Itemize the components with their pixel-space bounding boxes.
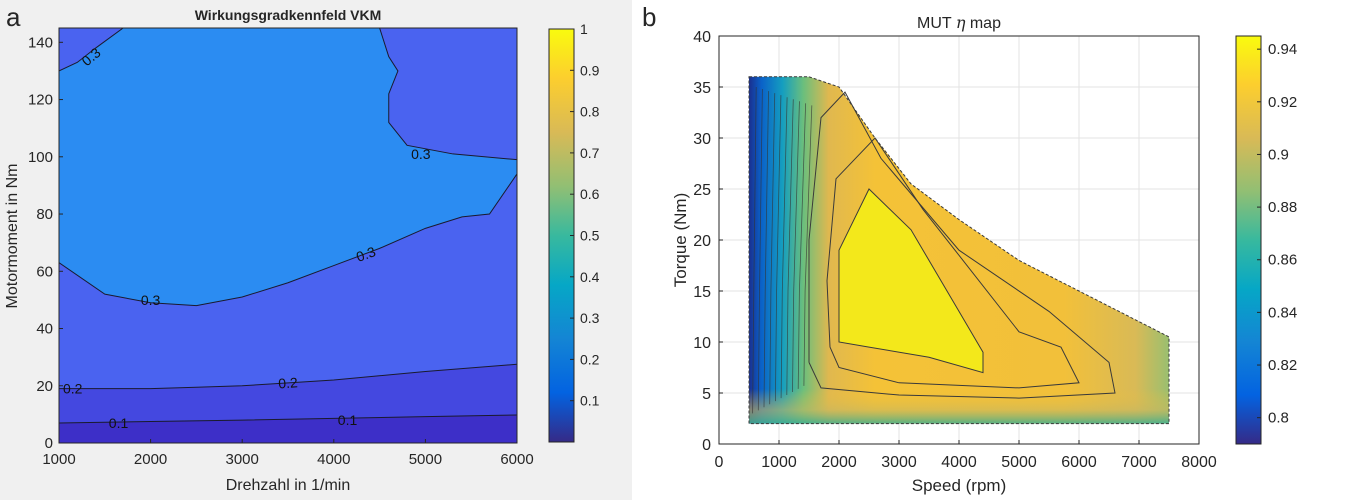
chart-a-contour-label: 0.2 bbox=[63, 381, 83, 397]
chart-b-contour-line-low-speed bbox=[786, 99, 794, 396]
chart-b-ytick-label: 35 bbox=[693, 80, 711, 97]
chart-a-title: Wirkungsgradkennfeld VKM bbox=[195, 7, 382, 23]
chart-b-contour-line-low-speed bbox=[757, 89, 763, 411]
chart-a-contour-label: 0.1 bbox=[109, 415, 129, 431]
chart-a-ytick-label: 0 bbox=[45, 435, 53, 452]
chart-a-xlabel: Drehzahl in 1/min bbox=[226, 477, 351, 494]
chart-a-contour-label: 0.2 bbox=[278, 374, 299, 391]
panel-b-label: b bbox=[642, 2, 656, 32]
chart-b-contour-line-low-speed bbox=[780, 97, 788, 399]
chart-a-xtick-label: 1000 bbox=[42, 451, 75, 468]
chart-a-axes-box bbox=[58, 27, 518, 444]
chart-b-ytick-label: 20 bbox=[693, 233, 711, 250]
chart-b-ytick-label: 0 bbox=[702, 437, 711, 454]
chart-b-ytick-label: 40 bbox=[693, 29, 711, 46]
chart-b-peak-region bbox=[839, 189, 983, 373]
chart-a-xtick-label: 2000 bbox=[134, 451, 167, 468]
chart-b-contour-line-0.925 bbox=[826, 137, 1080, 389]
chart-b-xtick-label: 4000 bbox=[941, 454, 977, 471]
chart-b-colorbar bbox=[1235, 35, 1262, 445]
chart-b-contour-line-low-speed bbox=[752, 86, 757, 414]
chart-a-contour-line-0.2 bbox=[59, 363, 517, 390]
chart-b-colorbar-label: 0.9 bbox=[1268, 146, 1289, 163]
chart-a-ytick-label: 80 bbox=[36, 206, 53, 223]
chart-a-colorbar-label: 0.2 bbox=[580, 351, 600, 367]
chart-a-xtick-label: 3000 bbox=[226, 451, 259, 468]
chart-a-colorbar-label: 0.1 bbox=[580, 393, 600, 409]
chart-b-xtick-label: 6000 bbox=[1061, 454, 1097, 471]
chart-a-colorbar-label: 0.6 bbox=[580, 186, 600, 202]
chart-b-contour-line-low-speed bbox=[797, 103, 807, 389]
chart-b-colorbar-label: 0.82 bbox=[1268, 357, 1297, 374]
chart-b-xtick-label: 5000 bbox=[1001, 454, 1037, 471]
chart-a-contour-line-0.3 bbox=[59, 173, 517, 307]
chart-a-colorbar-label: 0.7 bbox=[580, 145, 600, 161]
chart-b-xtick-label: 2000 bbox=[821, 454, 857, 471]
chart-b-contour-line-low-speed bbox=[763, 91, 769, 408]
chart-b-contour-line-low-speed bbox=[775, 95, 782, 402]
chart-a-band-below-0.1 bbox=[59, 414, 517, 443]
chart-a-colorbar-label: 1 bbox=[580, 21, 588, 37]
chart-a: Wirkungsgradkennfeld VKM 0.1 0.1 0.2 0.2 0.3… bbox=[4, 7, 600, 494]
chart-b-colorbar-label: 0.8 bbox=[1268, 410, 1289, 427]
chart-a-xtick-label: 4000 bbox=[317, 451, 350, 468]
chart-b-xlabel: Speed (rpm) bbox=[912, 476, 1006, 495]
chart-a-ytick-label: 60 bbox=[36, 263, 53, 280]
chart-a-colorbar-label: 0.9 bbox=[580, 62, 600, 78]
chart-a-contour-label: 0.3 bbox=[141, 292, 161, 308]
chart-b-xtick-label: 8000 bbox=[1181, 454, 1217, 471]
chart-a-contour-label: 0.3 bbox=[411, 146, 431, 162]
chart-a-colorbar-label: 0.3 bbox=[580, 310, 600, 326]
chart-b-colorbar-label: 0.88 bbox=[1268, 199, 1297, 216]
chart-a-colorbar-label: 0.4 bbox=[580, 269, 600, 285]
chart-b-ytick-label: 10 bbox=[693, 335, 711, 352]
chart-a-contour-label: 0.3 bbox=[354, 243, 378, 265]
chart-b-contour-line-low-speed bbox=[769, 93, 776, 405]
chart-a-ylabel: Motormoment in Nm bbox=[4, 164, 21, 309]
chart-a-ytick-label: 20 bbox=[36, 378, 53, 395]
chart-b-xtick-label: 3000 bbox=[881, 454, 917, 471]
chart-b-colorbar-label: 0.94 bbox=[1268, 41, 1297, 58]
chart-b: MUT η map 0 1000 2000 3000 4000 5000 6000 7000 8… bbox=[671, 13, 1297, 495]
chart-b-colorbar-label: 0.86 bbox=[1268, 252, 1297, 269]
chart-a-ytick-label: 100 bbox=[28, 149, 53, 166]
chart-b-colorbar-label: 0.92 bbox=[1268, 94, 1297, 111]
chart-a-xtick-label: 6000 bbox=[500, 451, 533, 468]
chart-b-ylabel: Torque (Nm) bbox=[671, 193, 690, 287]
chart-a-ytick-label: 120 bbox=[28, 92, 53, 109]
chart-b-ytick-label: 5 bbox=[702, 386, 711, 403]
chart-b-ytick-label: 25 bbox=[693, 182, 711, 199]
chart-b-xtick-label: 0 bbox=[715, 454, 724, 471]
chart-a-contour-line-0.3 bbox=[379, 28, 517, 161]
chart-a-colorbar-label: 0.5 bbox=[580, 228, 600, 244]
chart-b-boundary-line bbox=[748, 76, 1170, 425]
chart-a-colorbar-label: 0.8 bbox=[580, 104, 600, 120]
chart-a-band-above-0.3 bbox=[59, 28, 517, 306]
chart-b-contour-line-low-speed bbox=[792, 101, 800, 392]
chart-b-ytick-label: 30 bbox=[693, 131, 711, 148]
chart-b-contour-line-peak bbox=[838, 188, 984, 374]
chart-a-plot-area: 0.1 0.10.2 0.20.30.30.30.3 bbox=[59, 28, 517, 443]
chart-b-colorbar-label: 0.84 bbox=[1268, 304, 1297, 321]
chart-b-ytick-label: 15 bbox=[693, 284, 711, 301]
chart-b-title: MUT η map bbox=[917, 13, 1001, 32]
panel-a-label: a bbox=[6, 2, 21, 32]
chart-b-xtick-label: 7000 bbox=[1121, 454, 1157, 471]
chart-a-contour-line-0.3 bbox=[59, 28, 124, 72]
chart-a-ytick-label: 140 bbox=[28, 34, 53, 51]
chart-a-ytick-label: 40 bbox=[36, 321, 53, 338]
chart-a-xtick-label: 5000 bbox=[409, 451, 442, 468]
chart-b-xtick-label: 1000 bbox=[761, 454, 797, 471]
chart-a-contour-label: 0.1 bbox=[338, 412, 358, 428]
chart-b-contour-line-0.92 bbox=[808, 91, 1116, 399]
chart-a-contour-line-0.1 bbox=[59, 414, 517, 424]
chart-b-contour-line-low-speed bbox=[803, 105, 813, 386]
